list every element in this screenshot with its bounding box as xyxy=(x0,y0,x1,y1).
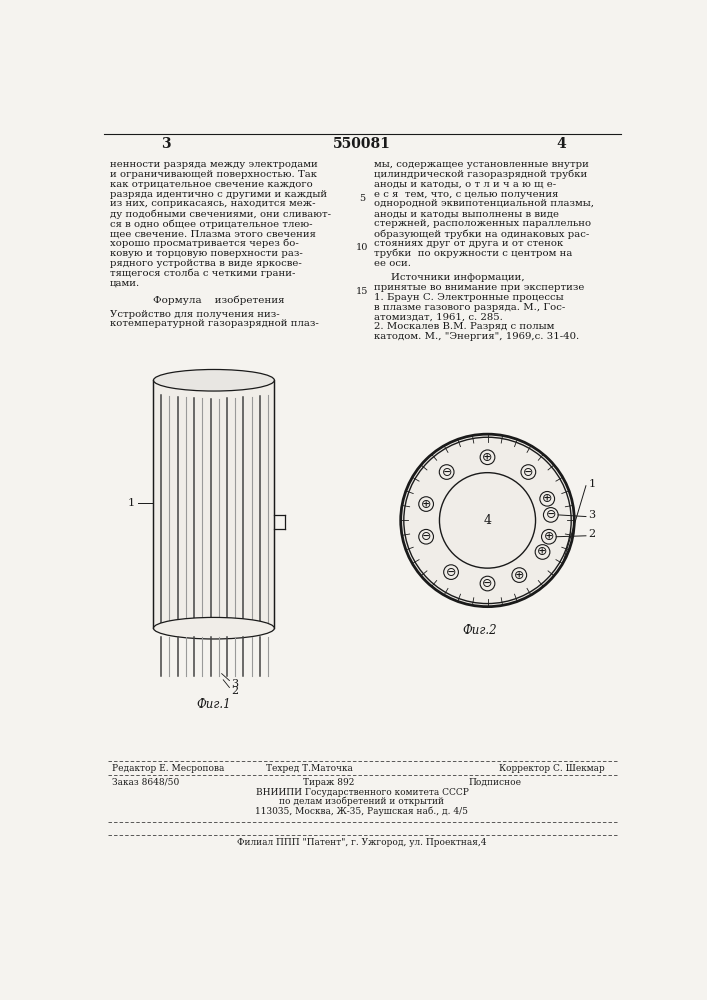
Text: ⊖: ⊖ xyxy=(421,530,431,543)
Text: Техред Т.Маточка: Техред Т.Маточка xyxy=(266,764,353,773)
Text: 1: 1 xyxy=(588,479,595,489)
Text: ⊕: ⊕ xyxy=(421,498,431,511)
Text: 4: 4 xyxy=(484,514,491,527)
Circle shape xyxy=(439,465,454,479)
Text: тящегося столба с четкими грани-: тящегося столба с четкими грани- xyxy=(110,268,296,278)
Circle shape xyxy=(444,565,458,579)
Text: 550081: 550081 xyxy=(333,137,391,151)
Circle shape xyxy=(544,508,558,522)
Text: катодом. М., "Энергия", 1969,с. 31-40.: катодом. М., "Энергия", 1969,с. 31-40. xyxy=(373,332,579,341)
Circle shape xyxy=(540,491,554,506)
Text: аноды и катоды выполнены в виде: аноды и катоды выполнены в виде xyxy=(373,209,559,218)
Text: 1. Браун С. Электронные процессы: 1. Браун С. Электронные процессы xyxy=(373,293,563,302)
Bar xyxy=(153,380,274,628)
Text: ⊕: ⊕ xyxy=(514,569,525,582)
Text: ковую и торцовую поверхности раз-: ковую и торцовую поверхности раз- xyxy=(110,249,303,258)
Text: разряда идентично с другими и каждый: разряда идентично с другими и каждый xyxy=(110,190,327,199)
Text: Подписное: Подписное xyxy=(468,778,521,787)
Text: Тираж 892: Тираж 892 xyxy=(303,778,354,787)
Text: ⊖: ⊖ xyxy=(523,466,534,479)
Text: стержней, расположенных параллельно: стержней, расположенных параллельно xyxy=(373,219,591,228)
Text: 113035, Москва, Ж-35, Раушская наб., д. 4/5: 113035, Москва, Ж-35, Раушская наб., д. … xyxy=(255,806,469,816)
Ellipse shape xyxy=(153,617,274,639)
Text: из них, соприкасаясь, находится меж-: из них, соприкасаясь, находится меж- xyxy=(110,199,315,208)
Text: Заказ 8648/50: Заказ 8648/50 xyxy=(112,778,179,787)
Text: хорошо просматривается через бо-: хорошо просматривается через бо- xyxy=(110,239,299,248)
Text: 3: 3 xyxy=(588,510,595,520)
Text: образующей трубки на одинаковых рас-: образующей трубки на одинаковых рас- xyxy=(373,229,589,239)
Text: ⊖: ⊖ xyxy=(441,466,452,479)
Text: котемпературной газоразрядной плаз-: котемпературной газоразрядной плаз- xyxy=(110,319,319,328)
Text: Корректор С. Шекмар: Корректор С. Шекмар xyxy=(499,764,605,773)
Text: аноды и катоды, о т л и ч а ю щ е-: аноды и катоды, о т л и ч а ю щ е- xyxy=(373,180,556,189)
Text: Устройство для получения низ-: Устройство для получения низ- xyxy=(110,310,280,319)
Text: мы, содержащее установленные внутри: мы, содержащее установленные внутри xyxy=(373,160,588,169)
Text: Формула    изобретения: Формула изобретения xyxy=(153,296,284,305)
Text: ся в одно общее отрицательное тлею-: ся в одно общее отрицательное тлею- xyxy=(110,219,312,229)
Ellipse shape xyxy=(153,369,274,391)
Text: цами.: цами. xyxy=(110,278,140,287)
Text: ⊕: ⊕ xyxy=(544,530,554,543)
Text: 10: 10 xyxy=(356,243,368,252)
Text: ⊖: ⊖ xyxy=(446,566,456,579)
Text: рядного устройства в виде яркосве-: рядного устройства в виде яркосве- xyxy=(110,259,302,268)
Text: ⊕: ⊕ xyxy=(482,451,493,464)
Text: Филиал ППП "Патент", г. Ужгород, ул. Проектная,4: Филиал ППП "Патент", г. Ужгород, ул. Про… xyxy=(238,838,486,847)
Text: ⊕: ⊕ xyxy=(542,492,552,505)
Text: 3: 3 xyxy=(161,137,170,151)
Text: е с я  тем, что, с целью получения: е с я тем, что, с целью получения xyxy=(373,190,558,199)
Circle shape xyxy=(480,450,495,465)
Text: ⊕: ⊕ xyxy=(537,545,548,558)
Text: 1: 1 xyxy=(128,498,135,508)
Circle shape xyxy=(512,568,527,582)
Text: и ограничивающей поверхностью. Так: и ограничивающей поверхностью. Так xyxy=(110,170,317,179)
Text: ВНИИПИ Государственного комитета СССР: ВНИИПИ Государственного комитета СССР xyxy=(255,788,469,797)
Text: 3: 3 xyxy=(231,679,238,689)
Text: Фиг.2: Фиг.2 xyxy=(462,624,497,637)
Text: 2: 2 xyxy=(231,686,238,696)
Text: атомиздат, 1961, с. 285.: атомиздат, 1961, с. 285. xyxy=(373,312,503,322)
Circle shape xyxy=(535,545,550,559)
Text: стояниях друг от друга и от стенок: стояниях друг от друга и от стенок xyxy=(373,239,563,248)
Text: как отрицательное свечение каждого: как отрицательное свечение каждого xyxy=(110,180,312,189)
Text: ⊖: ⊖ xyxy=(546,508,556,521)
Text: 2: 2 xyxy=(588,529,595,539)
Text: 15: 15 xyxy=(356,287,368,296)
Text: щее свечение. Плазма этого свечения: щее свечение. Плазма этого свечения xyxy=(110,229,316,238)
Circle shape xyxy=(440,473,535,568)
Circle shape xyxy=(480,576,495,591)
Text: 5: 5 xyxy=(359,194,365,203)
Circle shape xyxy=(542,529,556,544)
Text: Источники информации,: Источники информации, xyxy=(391,273,525,282)
Text: 2. Москалев В.М. Разряд с полым: 2. Москалев В.М. Разряд с полым xyxy=(373,322,554,331)
Circle shape xyxy=(419,497,433,511)
Circle shape xyxy=(401,434,574,607)
Text: принятые во внимание при экспертизе: принятые во внимание при экспертизе xyxy=(373,283,584,292)
Text: в плазме газового разряда. М., Гос-: в плазме газового разряда. М., Гос- xyxy=(373,303,565,312)
Text: ненности разряда между электродами: ненности разряда между электродами xyxy=(110,160,318,169)
Text: 4: 4 xyxy=(556,137,566,151)
Text: Редактор Е. Месропова: Редактор Е. Месропова xyxy=(112,764,224,773)
Circle shape xyxy=(419,529,433,544)
Text: трубки  по окружности с центром на: трубки по окружности с центром на xyxy=(373,249,572,258)
Text: ду подобными свечениями, они сливают-: ду подобными свечениями, они сливают- xyxy=(110,209,331,219)
Circle shape xyxy=(521,465,536,479)
Text: цилиндрической газоразрядной трубки: цилиндрической газоразрядной трубки xyxy=(373,170,587,179)
Text: ⊖: ⊖ xyxy=(482,577,493,590)
Text: Фиг.1: Фиг.1 xyxy=(197,698,231,710)
Text: ее оси.: ее оси. xyxy=(373,259,411,268)
Text: однородной эквипотенциальной плазмы,: однородной эквипотенциальной плазмы, xyxy=(373,199,594,208)
Text: по делам изобретений и открытий: по делам изобретений и открытий xyxy=(279,797,445,806)
